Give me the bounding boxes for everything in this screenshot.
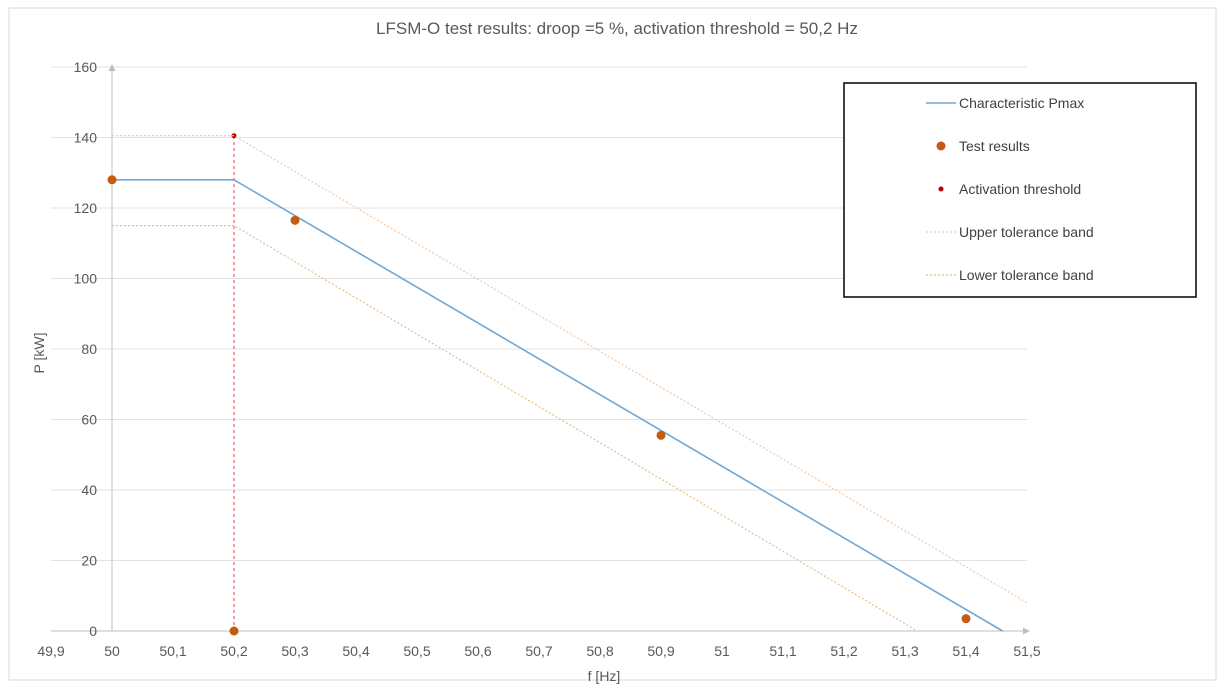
x-tick-label: 50,8 bbox=[586, 643, 613, 659]
x-tick-label: 51,4 bbox=[952, 643, 979, 659]
upper-tolerance-band-line bbox=[112, 135, 1028, 604]
x-tick-label: 50,7 bbox=[525, 643, 552, 659]
test-result-point bbox=[107, 175, 117, 185]
test-result-point bbox=[229, 626, 239, 636]
characteristic-pmax-line bbox=[112, 179, 1004, 632]
x-tick-label: 50,5 bbox=[403, 643, 430, 659]
y-axis-title: P [kW] bbox=[31, 333, 47, 374]
x-tick-label: 50,6 bbox=[464, 643, 491, 659]
legend-label-characteristic-pmax: Characteristic Pmax bbox=[959, 95, 1084, 111]
x-tick-label: 51,1 bbox=[769, 643, 796, 659]
y-axis-arrow bbox=[108, 64, 116, 71]
test-result-point bbox=[961, 614, 971, 624]
test-result-point bbox=[290, 215, 300, 225]
x-axis-arrow bbox=[1023, 627, 1030, 635]
x-tick-label: 50,9 bbox=[647, 643, 674, 659]
y-tick-label: 100 bbox=[74, 271, 98, 287]
x-tick-label: 50,3 bbox=[281, 643, 308, 659]
x-tick-label: 50,1 bbox=[159, 643, 186, 659]
y-tick-label: 60 bbox=[81, 412, 97, 428]
legend: Characteristic Pmax Test results Activatio… bbox=[843, 82, 1197, 298]
x-axis-title: f [Hz] bbox=[588, 668, 621, 684]
x-tick-label: 50,2 bbox=[220, 643, 247, 659]
y-tick-label: 80 bbox=[81, 341, 97, 357]
y-tick-label: 40 bbox=[81, 482, 97, 498]
tick-labels: 0 20 40 60 80 100 120 140 160 49,9 50 50,1 50,2 50,3 5… bbox=[37, 59, 1040, 659]
legend-swatch-test-results bbox=[936, 141, 946, 151]
legend-swatch-activation-threshold bbox=[938, 186, 944, 192]
lower-tolerance-band-line bbox=[112, 225, 918, 632]
x-tick-label: 49,9 bbox=[37, 643, 64, 659]
legend-box bbox=[843, 82, 1197, 298]
y-tick-label: 20 bbox=[81, 553, 97, 569]
x-tick-label: 51,2 bbox=[830, 643, 857, 659]
x-tick-label: 50 bbox=[104, 643, 120, 659]
y-tick-label: 140 bbox=[74, 130, 98, 146]
axes bbox=[51, 64, 1030, 635]
legend-label-lower-tolerance-band: Lower tolerance band bbox=[959, 267, 1094, 283]
x-tick-label: 51,3 bbox=[891, 643, 918, 659]
x-tick-label: 51,5 bbox=[1013, 643, 1040, 659]
test-result-point bbox=[656, 430, 666, 440]
y-tick-label: 0 bbox=[89, 623, 97, 639]
legend-label-activation-threshold: Activation threshold bbox=[959, 181, 1081, 197]
legend-label-test-results: Test results bbox=[959, 138, 1030, 154]
series-layer bbox=[107, 133, 1028, 636]
chart-title: LFSM-O test results: droop =5 %, activat… bbox=[376, 19, 858, 38]
y-tick-label: 120 bbox=[74, 200, 98, 216]
legend-label-upper-tolerance-band: Upper tolerance band bbox=[959, 224, 1094, 240]
y-tick-label: 160 bbox=[74, 59, 98, 75]
x-tick-label: 50,4 bbox=[342, 643, 369, 659]
x-tick-label: 51 bbox=[714, 643, 730, 659]
